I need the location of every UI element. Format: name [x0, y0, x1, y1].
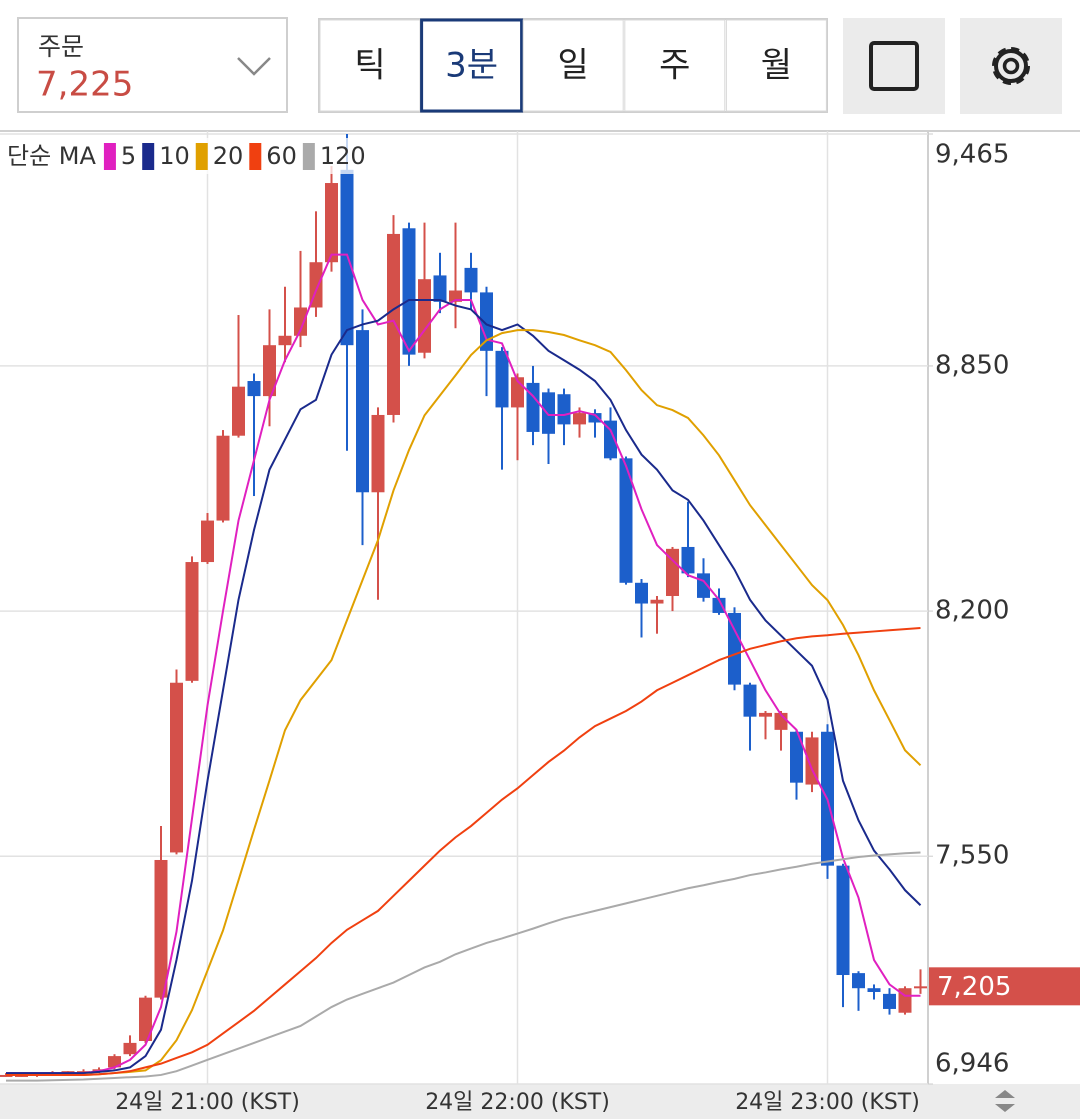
order-value: 7,225: [36, 65, 133, 105]
tab-label: 일: [558, 46, 589, 86]
candle-body: [325, 183, 338, 263]
legend-title: 단순 MA: [7, 142, 96, 170]
candle-body: [681, 546, 695, 574]
legend-swatch: [195, 143, 208, 170]
candle-body: [263, 345, 276, 397]
candle-body: [526, 382, 540, 432]
candle-body: [433, 275, 447, 302]
x-tick-label: 24일 22:00 (KST): [425, 1090, 610, 1115]
candle-body: [123, 1042, 137, 1055]
scroll-icon[interactable]: [995, 1090, 1015, 1112]
legend-swatch: [103, 143, 116, 170]
legend-swatch: [302, 143, 315, 170]
candle-body: [418, 279, 431, 353]
ma-line: [6, 851, 921, 1082]
candle-body: [495, 350, 509, 408]
square-icon: [869, 41, 919, 91]
tab[interactable]: [624, 19, 726, 112]
candle-body: [604, 420, 617, 459]
tab-label: 틱: [354, 46, 385, 86]
candle-body: [619, 458, 633, 583]
x-axis-band: [0, 1084, 1080, 1119]
legend-swatch: [249, 143, 262, 170]
last-price-label: 7,205: [937, 972, 1011, 1002]
legend-label: 60: [266, 142, 297, 170]
last-price-box: [929, 967, 1080, 1006]
candle-body: [867, 988, 881, 992]
plot: 6,946 7,550 8,200 8,850 9,465 24일 21:00 (KST)…: [0, 131, 1080, 1115]
candle-body: [449, 290, 462, 302]
legend-label: 10: [159, 142, 190, 170]
legend-label: 5: [121, 142, 136, 170]
candle-body: [588, 413, 602, 423]
candle-body: [805, 737, 819, 785]
y-tick-label: 7,550: [935, 841, 1009, 871]
tab[interactable]: [725, 19, 827, 112]
fullscreen-button[interactable]: [843, 18, 945, 114]
candle-body: [557, 394, 571, 425]
candle-body: [201, 520, 214, 563]
settings-button[interactable]: [960, 18, 1062, 114]
ma-line: [6, 627, 921, 1076]
candle-body: [139, 997, 152, 1042]
candle-body: [712, 597, 726, 613]
y-tick-label: 8,850: [935, 350, 1009, 380]
candle-body: [170, 682, 183, 853]
legend-label: 20: [213, 142, 244, 170]
candle-body: [371, 414, 385, 493]
ma-line: [6, 298, 922, 1075]
ma-line: [6, 253, 921, 1075]
gear-icon: [992, 47, 1030, 85]
candle-body: [232, 386, 245, 436]
legend-label: 120: [320, 142, 366, 170]
order-box[interactable]: [17, 17, 288, 113]
legend-swatch: [142, 143, 155, 170]
candle-body: [852, 973, 865, 989]
candle-body: [247, 381, 261, 397]
tab[interactable]: [319, 19, 421, 112]
candle-body: [542, 392, 555, 434]
candle-body: [790, 731, 803, 783]
candle-body: [573, 413, 586, 425]
tab-label: 3분: [445, 46, 498, 86]
candle-body: [480, 292, 493, 351]
candle-body: [836, 865, 850, 976]
tabs: 틱 3분 일 주 월: [319, 18, 827, 113]
candle-body: [635, 582, 648, 604]
tab[interactable]: [420, 18, 524, 113]
ma-line: [6, 329, 922, 1076]
candle-body: [185, 562, 199, 681]
y-tick-label: 9,465: [935, 140, 1009, 170]
tab-label: 월: [761, 46, 792, 86]
candle-body: [883, 993, 896, 1009]
order-label: 주문: [38, 32, 84, 61]
candle-body: [914, 986, 927, 989]
candle-body: [278, 335, 292, 346]
candle-body: [216, 435, 230, 521]
dropdown-arrow: [237, 57, 271, 76]
candle-body: [743, 684, 757, 717]
candle-body: [294, 307, 307, 336]
tab[interactable]: [522, 19, 624, 112]
candle-body: [464, 267, 478, 293]
candle-body: [154, 859, 168, 998]
candle-body: [759, 712, 772, 717]
tab-label: 주: [659, 46, 690, 86]
x-tick-label: 24일 21:00 (KST): [115, 1090, 300, 1115]
candle-body: [108, 1056, 121, 1068]
x-tick-label: 24일 23:00 (KST): [735, 1090, 920, 1115]
y-tick-label: 8,200: [935, 596, 1009, 626]
candle-body: [666, 548, 679, 596]
y-tick-label: 6,946: [935, 1049, 1009, 1079]
candle-body: [356, 330, 369, 493]
candle-body: [650, 599, 664, 604]
candle-body: [402, 228, 416, 355]
candle-body: [728, 612, 741, 685]
candle-body: [387, 233, 400, 415]
